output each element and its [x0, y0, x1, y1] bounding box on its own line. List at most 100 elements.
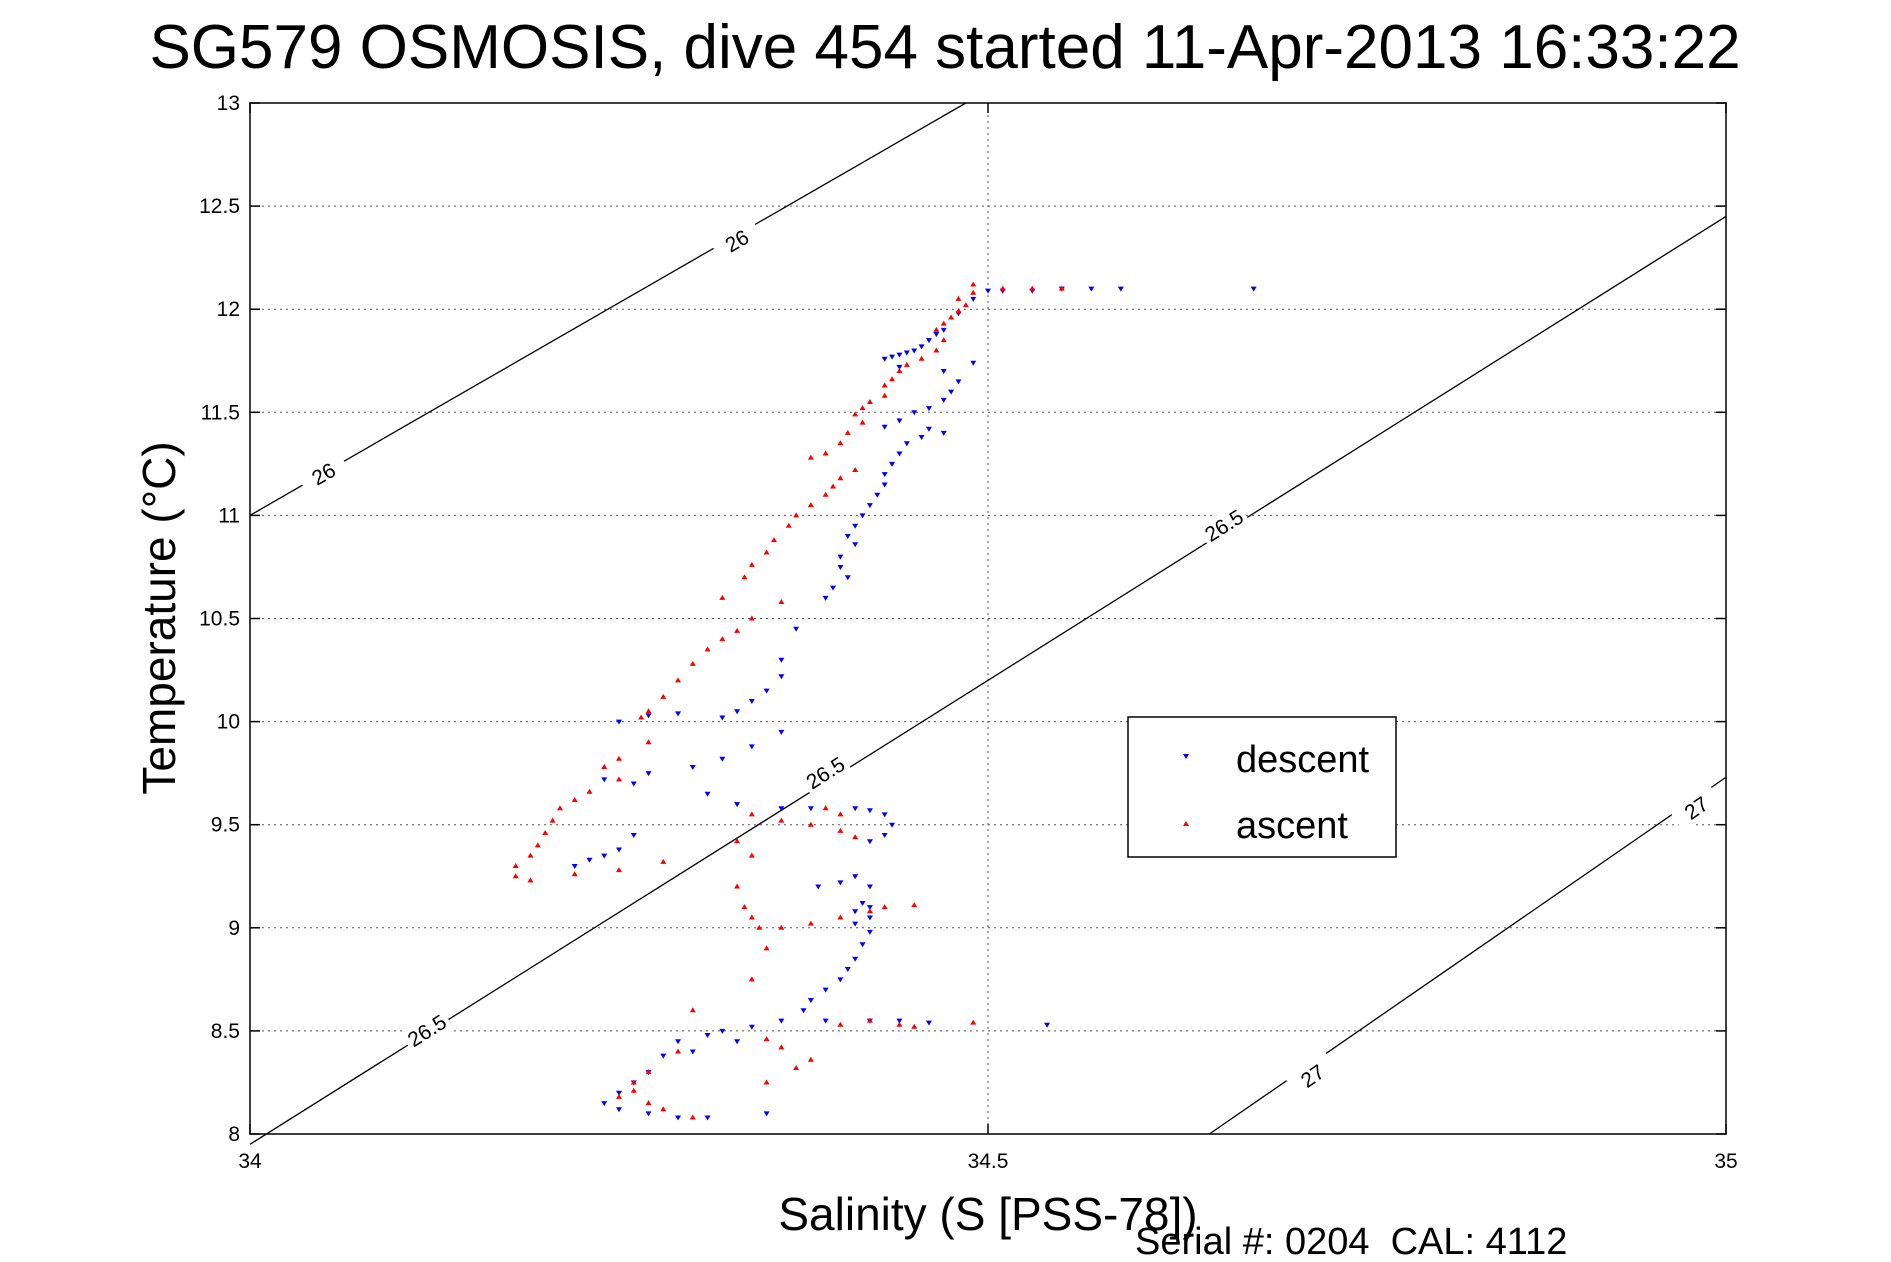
descent-point [925, 406, 932, 412]
descent-point [616, 847, 622, 853]
ascent-point [889, 376, 896, 382]
descent-point [601, 853, 608, 859]
ascent-point [837, 827, 844, 833]
descent-point [601, 777, 608, 783]
descent-point [704, 1115, 711, 1121]
ascent-point [756, 924, 763, 930]
ascent-point [527, 877, 534, 883]
descent-point [616, 719, 622, 725]
descent-point [645, 1111, 652, 1117]
ascent-point [645, 1100, 652, 1106]
descent-point [748, 1024, 755, 1030]
contour-label-bg [1669, 783, 1724, 833]
descent-point [837, 554, 844, 560]
descent-point [889, 461, 896, 467]
ascent-point [630, 1087, 637, 1093]
axis-ticks: 8 8.5 9 9.5 10 10.5 11 11.5 12 12.5 13 34 34.5 35 [199, 92, 1738, 1173]
descent-point [778, 1018, 785, 1024]
descent-series [571, 286, 1257, 1121]
descent-point [734, 1039, 741, 1045]
descent-point [866, 839, 873, 845]
descent-point [866, 503, 873, 509]
ascent-point [830, 483, 837, 489]
descent-point [970, 360, 977, 366]
ascent-point [734, 838, 741, 844]
descent-point [837, 880, 844, 886]
descent-point [940, 430, 947, 436]
descent-point [896, 1018, 903, 1024]
descent-point [645, 771, 652, 777]
descent-point [571, 863, 578, 869]
ascent-point [852, 411, 859, 417]
y-tick-label: 12 [217, 298, 240, 321]
descent-point [866, 808, 873, 814]
descent-point [881, 482, 888, 488]
descent-point [925, 338, 932, 344]
descent-point [800, 1008, 807, 1014]
y-tick-label: 8 [228, 1123, 240, 1146]
ascent-point [616, 867, 622, 873]
ascent-point [807, 821, 814, 827]
descent-point [822, 1018, 829, 1024]
ascent-point [586, 788, 593, 794]
ascent-point [638, 714, 645, 720]
ascent-point [866, 398, 873, 404]
ascent-point [748, 615, 755, 621]
legend-box [1127, 716, 1397, 858]
ascent-point [970, 281, 977, 287]
y-tick-label: 10.5 [199, 608, 240, 631]
descent-point [852, 921, 859, 927]
descent-point [852, 523, 859, 529]
legend-marker-ascent [1183, 821, 1189, 826]
descent-point [734, 802, 741, 808]
ascent-point [896, 368, 903, 374]
ascent-point [549, 817, 556, 823]
grid-lines [250, 103, 1726, 1134]
ascent-point [962, 302, 969, 308]
y-tick-label: 9 [228, 917, 240, 940]
descent-point [837, 564, 844, 570]
ascent-point [512, 862, 519, 868]
y-tick-label: 11.5 [201, 401, 240, 424]
descent-point [1117, 286, 1124, 292]
descent-point [940, 369, 947, 375]
descent-point [866, 905, 873, 911]
ascent-point [778, 599, 785, 605]
descent-point [793, 626, 800, 632]
ascent-point [645, 739, 652, 745]
descent-point [903, 350, 910, 356]
ascent-point [859, 405, 866, 411]
density-contour-line [249, 215, 1727, 1145]
ascent-point [837, 440, 844, 446]
density-contour-line [249, 102, 967, 516]
legend-marker-descent [1183, 754, 1189, 759]
x-axis-label: Salinity (S [PSS-78]) [778, 1188, 1197, 1240]
y-tick-label: 13 [217, 92, 240, 115]
ascent-point [911, 1023, 918, 1029]
ascent-point [1058, 285, 1065, 291]
ascent-point [616, 776, 622, 782]
descent-point [748, 744, 755, 750]
descent-point [852, 909, 859, 915]
ascent-point [770, 537, 777, 543]
y-tick-label: 11 [218, 504, 240, 527]
ascent-point [970, 1019, 977, 1025]
descent-point [719, 756, 726, 762]
x-tick-label: 35 [1714, 1150, 1737, 1173]
ascent-point [807, 1056, 814, 1062]
ascent-point [763, 549, 770, 555]
descent-point [1088, 286, 1095, 292]
descent-point [778, 657, 785, 663]
descent-point [704, 791, 711, 797]
descent-point [881, 833, 888, 839]
descent-point [763, 1111, 770, 1117]
descent-point [866, 884, 873, 890]
descent-point [911, 348, 918, 354]
descent-point [889, 354, 896, 360]
descent-point [778, 674, 785, 680]
descent-point [822, 595, 829, 601]
descent-point [925, 426, 932, 432]
descent-point [645, 713, 652, 719]
ascent-point [534, 842, 541, 848]
y-tick-label: 9.5 [211, 814, 240, 837]
